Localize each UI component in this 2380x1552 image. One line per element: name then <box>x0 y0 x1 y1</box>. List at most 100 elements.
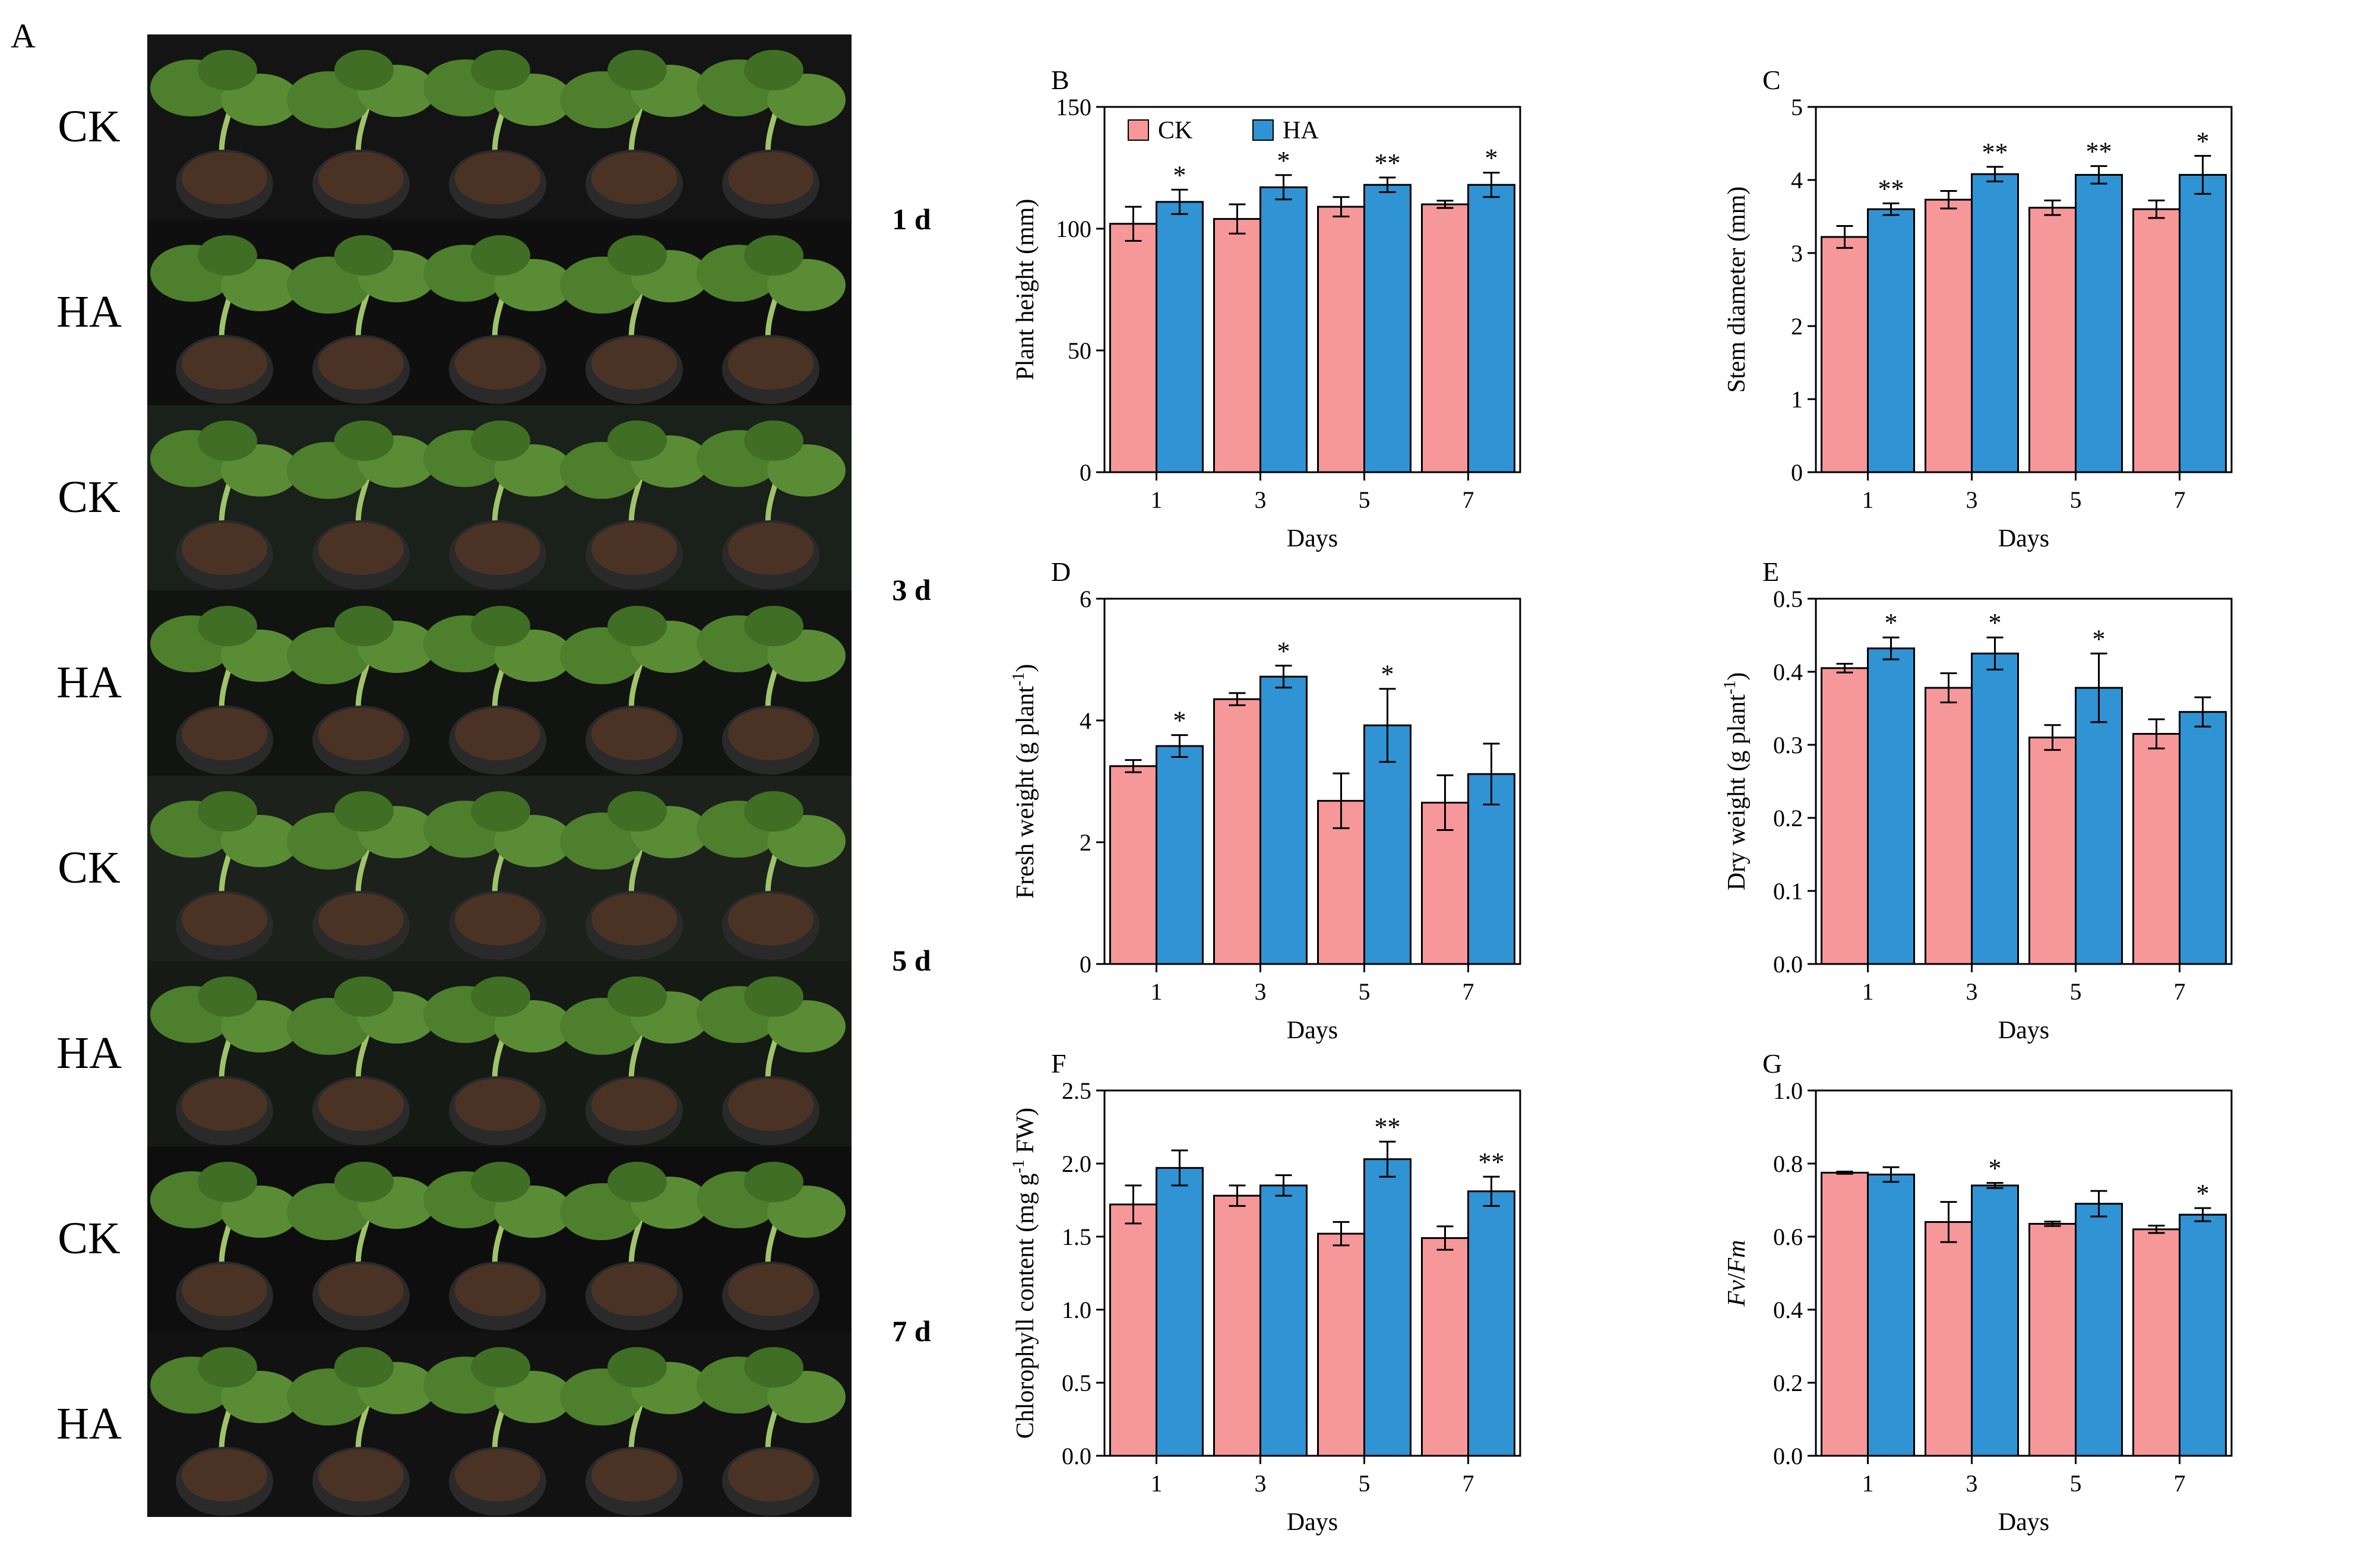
x-tick-label: 1 <box>1151 978 1163 1005</box>
pot-soil <box>455 1079 540 1131</box>
x-tick-label: 5 <box>1359 486 1371 513</box>
significance-marker: * <box>1989 1154 2002 1183</box>
y-tick-label: 0.5 <box>1062 1370 1091 1396</box>
pot-soil <box>728 893 814 946</box>
seedling-leaf <box>471 791 530 832</box>
significance-marker: * <box>1989 608 2002 637</box>
x-tick-label: 7 <box>2174 486 2186 513</box>
x-tick-label: 5 <box>1359 978 1371 1005</box>
x-axis-label: Days <box>1998 525 2049 552</box>
bar-ha <box>1867 647 1915 965</box>
y-axis-label: Dry weight (g plant-1) <box>1721 672 1751 890</box>
group-label: HA <box>56 658 122 707</box>
bar-ck <box>1925 687 1973 965</box>
photo-row <box>147 220 852 405</box>
bar-ck <box>1213 1194 1261 1457</box>
significance-marker: * <box>2197 1179 2210 1208</box>
pot-soil <box>455 152 540 204</box>
significance-marker: ** <box>1982 138 2008 167</box>
x-tick-label: 1 <box>1862 978 1874 1005</box>
pot-soil <box>591 893 677 946</box>
chart-g: G 0.0 0.2 0.4 0.6 0.8 1.0 1 * 3 5 * 7 Days Fv/Fm <box>1723 1048 2233 1536</box>
group-label: CK <box>58 843 121 893</box>
panel-label: C <box>1762 65 1781 95</box>
pot-soil <box>591 337 677 390</box>
y-tick-label: 100 <box>1056 216 1091 242</box>
pot-soil <box>728 337 814 390</box>
bar-ha <box>2179 173 2227 473</box>
significance-marker: ** <box>1375 148 1401 178</box>
legend-label-ha: HA <box>1283 117 1319 144</box>
y-tick-label: 0.4 <box>1773 659 1803 685</box>
y-tick-label: 0.0 <box>1062 1443 1091 1469</box>
chart-e: E 0.0 0.1 0.2 0.3 0.4 0.5 * 1 * 3 * 5 7 Days Dry weight… <box>1721 557 2233 1044</box>
seedling-leaf <box>744 1347 803 1387</box>
charts-area: B 0 50 100 150 * 1 * 3 ** 5 * 7 Days Plant height (mm)… <box>974 0 2380 1549</box>
pot-soil <box>318 708 404 760</box>
seedling-leaf <box>744 791 803 832</box>
plot-frame <box>1103 598 1521 965</box>
panel-a-label: A <box>11 17 36 55</box>
pot-soil <box>318 1449 404 1502</box>
pot-soil <box>455 1264 540 1316</box>
seedling-leaf <box>607 1347 667 1387</box>
y-tick-label: 4 <box>1791 167 1803 194</box>
panel-label: B <box>1051 65 1069 95</box>
y-axis-label: Stem diameter (mm) <box>1723 187 1751 393</box>
x-tick-label: 7 <box>1463 1470 1474 1497</box>
plot-frame <box>1815 106 2233 473</box>
pot-soil <box>455 337 540 390</box>
seedling-leaf <box>744 50 803 90</box>
y-tick-label: 0.1 <box>1773 878 1803 905</box>
bar-ha <box>1259 1184 1308 1457</box>
x-tick-label: 3 <box>1255 486 1267 513</box>
bar-ck <box>2028 1222 2077 1457</box>
day-label: 7 d <box>892 1314 931 1348</box>
bar-ck <box>2028 207 2077 473</box>
pot-soil <box>182 1449 267 1502</box>
seedling-leaf <box>198 50 257 90</box>
pot-soil <box>591 523 677 575</box>
significance-marker: * <box>2093 624 2106 653</box>
significance-marker: * <box>1173 706 1186 735</box>
bar-ha <box>1467 1190 1515 1457</box>
panel-label: F <box>1051 1048 1066 1079</box>
seedling-leaf <box>607 976 667 1017</box>
seedling-leaf <box>334 791 394 832</box>
seedling-leaf <box>471 1162 530 1202</box>
seedling-leaf <box>198 421 257 461</box>
pot-soil <box>591 1264 677 1316</box>
y-tick-label: 5 <box>1791 94 1803 121</box>
significance-marker: * <box>1885 608 1898 637</box>
bar-ha <box>1971 173 2019 473</box>
bar-ha <box>1971 1184 2019 1457</box>
x-tick-label: 1 <box>1862 486 1874 513</box>
x-tick-label: 3 <box>1255 1470 1267 1497</box>
y-tick-label: 2.5 <box>1062 1077 1091 1104</box>
y-tick-label: 0.2 <box>1773 1370 1803 1396</box>
pot-soil <box>728 152 814 204</box>
x-tick-label: 7 <box>2174 1470 2186 1497</box>
significance-marker: * <box>1381 660 1394 689</box>
photo-row <box>147 34 852 220</box>
significance-marker: * <box>1485 144 1498 173</box>
y-axis-label: Chlorophyll content (mg g-1 FW) <box>1009 1108 1039 1439</box>
significance-marker: ** <box>2086 137 2112 166</box>
y-axis-label: Plant height (mm) <box>1012 199 1039 381</box>
pot-soil <box>318 1079 404 1131</box>
y-tick-label: 0.4 <box>1773 1297 1803 1323</box>
y-tick-label: 0 <box>1791 459 1803 486</box>
y-tick-label: 1.0 <box>1062 1297 1091 1323</box>
plot-frame <box>1815 598 2233 965</box>
bar-ha <box>2179 711 2227 965</box>
pot-soil <box>591 708 677 760</box>
y-tick-label: 2 <box>1791 313 1803 340</box>
seedling-leaf <box>471 976 530 1017</box>
bar-ha <box>1259 186 1308 473</box>
seedling-leaf <box>607 791 667 832</box>
x-tick-label: 3 <box>1255 978 1267 1005</box>
panel-label: G <box>1762 1048 1782 1079</box>
seedling-leaf <box>334 235 394 276</box>
group-label: CK <box>58 102 121 151</box>
y-tick-label: 50 <box>1068 337 1091 364</box>
